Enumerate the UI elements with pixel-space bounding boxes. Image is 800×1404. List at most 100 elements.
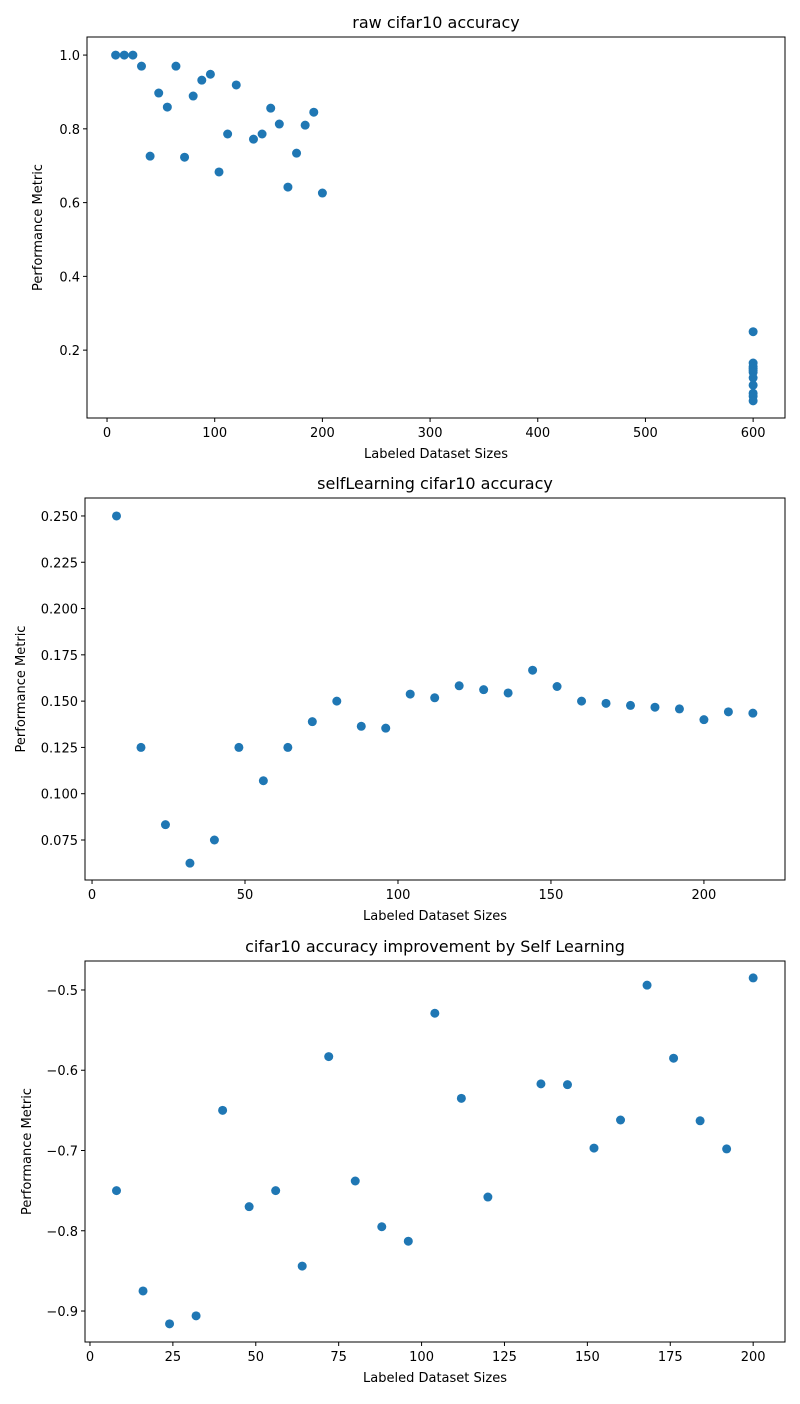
point bbox=[309, 107, 319, 117]
point bbox=[191, 1311, 201, 1321]
point bbox=[748, 380, 758, 390]
chart-title: selfLearning cifar10 accuracy bbox=[317, 474, 553, 493]
y-tick-label: 0.6 bbox=[59, 197, 80, 212]
plot-frame bbox=[84, 497, 786, 881]
x-tick-label: 0 bbox=[86, 1350, 94, 1365]
point bbox=[528, 665, 538, 675]
y-tick-label: 0.100 bbox=[41, 788, 78, 803]
x-tick-label: 75 bbox=[330, 1350, 347, 1365]
point bbox=[231, 80, 241, 90]
point bbox=[332, 696, 342, 706]
point bbox=[283, 182, 293, 192]
y-tick-label: 0.250 bbox=[41, 510, 78, 525]
y-tick-label: 0.8 bbox=[59, 123, 80, 138]
chart-title: cifar10 accuracy improvement by Self Lea… bbox=[245, 937, 625, 956]
point bbox=[699, 715, 709, 725]
point bbox=[454, 681, 464, 691]
y-tick-label: 0.150 bbox=[41, 695, 78, 710]
point bbox=[223, 129, 233, 139]
y-tick-label: −0.8 bbox=[46, 1225, 78, 1240]
point bbox=[160, 820, 170, 830]
point bbox=[324, 1052, 334, 1062]
y-tick-label: 0.225 bbox=[41, 556, 78, 571]
point bbox=[642, 980, 652, 990]
point bbox=[577, 696, 587, 706]
point bbox=[214, 167, 224, 177]
point bbox=[562, 1080, 572, 1090]
point bbox=[552, 682, 562, 692]
point bbox=[674, 704, 684, 714]
point bbox=[483, 1192, 493, 1202]
x-tick-label: 300 bbox=[418, 426, 443, 441]
point bbox=[317, 188, 327, 198]
point bbox=[748, 708, 758, 718]
point bbox=[171, 61, 181, 71]
x-tick-label: 200 bbox=[741, 1350, 766, 1365]
point bbox=[234, 742, 244, 752]
x-tick-label: 200 bbox=[310, 426, 335, 441]
point bbox=[180, 152, 190, 162]
point bbox=[274, 119, 284, 129]
y-axis-label: Performance Metric bbox=[14, 626, 29, 753]
y-tick-label: 0.125 bbox=[41, 741, 78, 756]
x-tick-label: 150 bbox=[539, 888, 564, 903]
x-tick-label: 0 bbox=[103, 426, 111, 441]
point bbox=[271, 1186, 281, 1196]
point bbox=[209, 835, 219, 845]
point bbox=[748, 327, 758, 337]
point bbox=[503, 688, 513, 698]
point bbox=[205, 69, 215, 79]
point bbox=[536, 1079, 546, 1089]
point bbox=[616, 1115, 626, 1125]
point bbox=[430, 1008, 440, 1018]
point bbox=[748, 396, 758, 406]
point bbox=[307, 717, 317, 727]
point bbox=[405, 689, 415, 699]
y-tick-label: −0.5 bbox=[46, 984, 78, 999]
point bbox=[138, 1286, 148, 1296]
point bbox=[218, 1105, 228, 1115]
point bbox=[165, 1319, 175, 1329]
x-tick-label: 125 bbox=[492, 1350, 517, 1365]
y-tick-label: 0.175 bbox=[41, 649, 78, 664]
point bbox=[625, 700, 635, 710]
x-tick-label: 50 bbox=[247, 1350, 264, 1365]
point bbox=[403, 1236, 413, 1246]
point bbox=[258, 776, 268, 786]
point bbox=[112, 1186, 122, 1196]
point bbox=[257, 129, 267, 139]
point bbox=[154, 88, 164, 98]
x-tick-label: 500 bbox=[633, 426, 658, 441]
chart-title: raw cifar10 accuracy bbox=[352, 13, 519, 32]
y-tick-label: 0.075 bbox=[41, 834, 78, 849]
point bbox=[128, 50, 138, 60]
point bbox=[136, 61, 146, 71]
x-axis-label: Labeled Dataset Sizes bbox=[363, 1371, 507, 1386]
y-tick-label: 0.200 bbox=[41, 603, 78, 618]
x-tick-label: 25 bbox=[165, 1350, 182, 1365]
x-tick-label: 100 bbox=[409, 1350, 434, 1365]
point bbox=[589, 1143, 599, 1153]
point bbox=[669, 1053, 679, 1063]
point bbox=[111, 50, 121, 60]
x-tick-label: 150 bbox=[575, 1350, 600, 1365]
y-tick-label: −0.7 bbox=[46, 1144, 78, 1159]
point bbox=[162, 102, 172, 112]
point bbox=[748, 373, 758, 383]
point bbox=[723, 707, 733, 717]
y-tick-label: 1.0 bbox=[59, 49, 80, 64]
point bbox=[601, 698, 611, 708]
x-tick-label: 100 bbox=[386, 888, 411, 903]
point bbox=[377, 1222, 387, 1232]
x-axis-label: Labeled Dataset Sizes bbox=[363, 909, 507, 924]
x-tick-label: 0 bbox=[88, 888, 96, 903]
point bbox=[430, 693, 440, 703]
point bbox=[119, 50, 129, 60]
point bbox=[748, 973, 758, 983]
point bbox=[356, 721, 366, 731]
point bbox=[722, 1144, 732, 1154]
x-tick-label: 100 bbox=[202, 426, 227, 441]
point bbox=[197, 75, 207, 85]
point bbox=[381, 723, 391, 733]
x-tick-label: 400 bbox=[525, 426, 550, 441]
